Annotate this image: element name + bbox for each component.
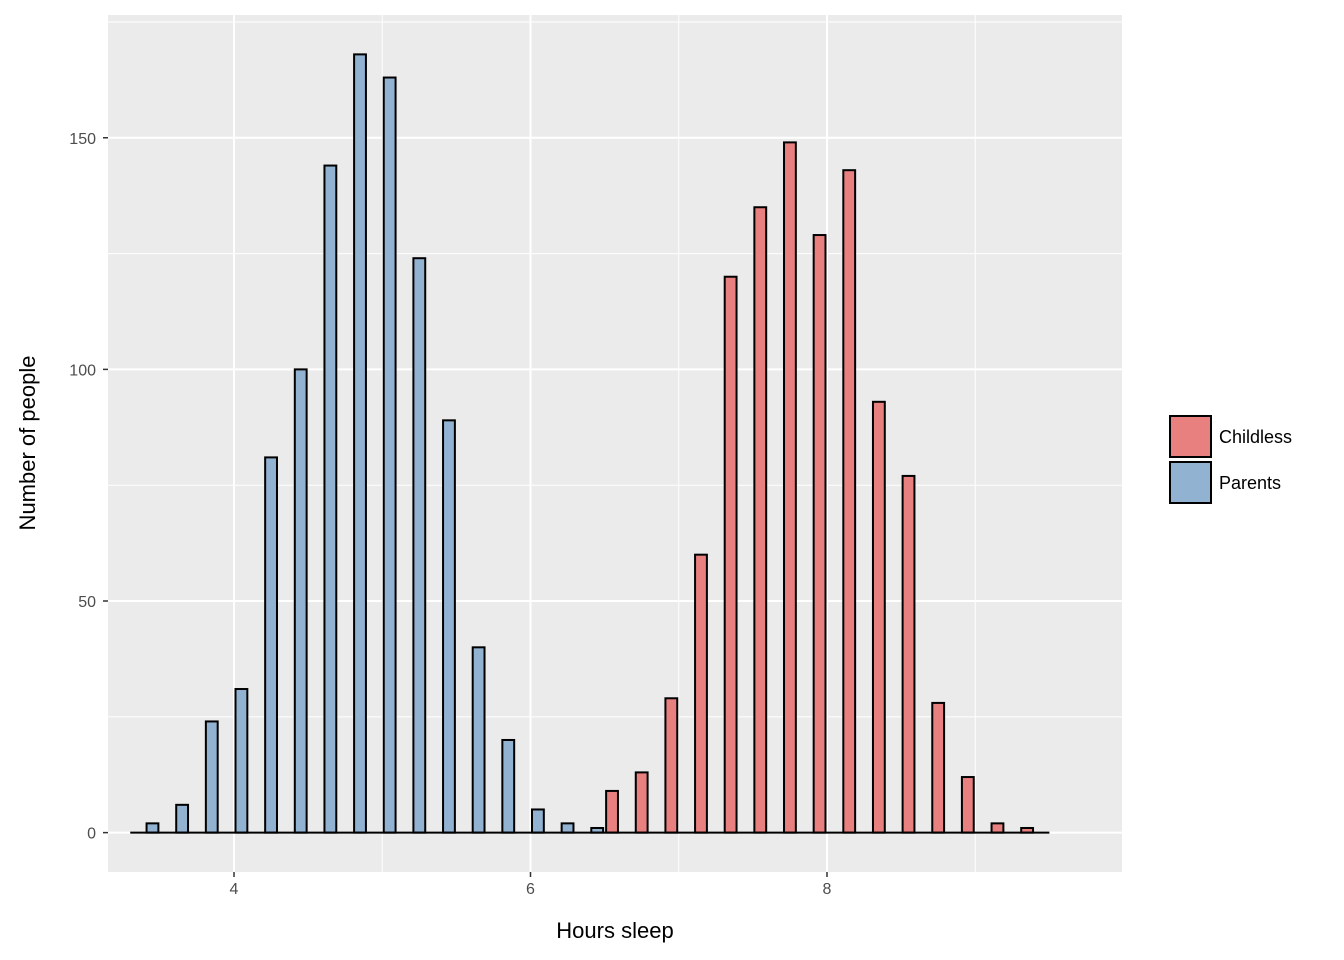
bar-parents [175, 803, 190, 834]
bar-childless [723, 275, 738, 834]
bar-parents [145, 822, 160, 834]
x-tick-label: 4 [230, 881, 239, 898]
bar-childless [605, 789, 619, 834]
y-tick-label: 50 [78, 594, 96, 611]
bar-childless [842, 169, 857, 834]
bar-childless [783, 141, 797, 834]
bar-childless [931, 701, 946, 834]
bar-parents [501, 738, 516, 834]
legend-key-parents [1169, 461, 1212, 504]
bar-parents [471, 646, 486, 834]
y-axis-title: Number of people [15, 356, 40, 531]
bar-parents [234, 688, 249, 834]
bars [130, 53, 1050, 834]
bar-parents [264, 456, 278, 834]
bar-childless [990, 822, 1005, 834]
bar-parents [412, 257, 427, 834]
bar-childless [960, 776, 975, 834]
bar-childless [812, 234, 827, 834]
x-axis-title: Hours sleep [556, 918, 673, 943]
bar-childless [753, 206, 768, 834]
bar-childless [694, 553, 708, 834]
x-axis: 4 6 8 [230, 872, 832, 898]
legend-key-childless [1169, 415, 1212, 458]
bar-parents [560, 822, 575, 834]
y-tick-label: 0 [87, 826, 96, 843]
x-tick-label: 6 [526, 881, 535, 898]
bar-parents [353, 53, 367, 834]
x-tick-label: 8 [823, 881, 832, 898]
bar-childless [664, 697, 679, 834]
bar-childless [634, 771, 649, 834]
bar-parents [293, 368, 308, 834]
bar-childless [871, 400, 886, 834]
legend-label-parents: Parents [1219, 473, 1281, 493]
y-axis: 0 50 100 150 [69, 131, 108, 843]
y-tick-label: 150 [69, 131, 96, 148]
y-tick-label: 100 [69, 362, 96, 379]
bar-parents [382, 76, 397, 834]
legend: Childless Parents [1169, 415, 1292, 504]
bar-parents [323, 164, 338, 834]
legend-label-childless: Childless [1219, 427, 1292, 447]
plot-panel [108, 15, 1122, 872]
bar-parents [531, 808, 545, 834]
bar-parents [442, 419, 456, 834]
bar-parents [204, 720, 219, 834]
bar-childless [901, 474, 916, 834]
